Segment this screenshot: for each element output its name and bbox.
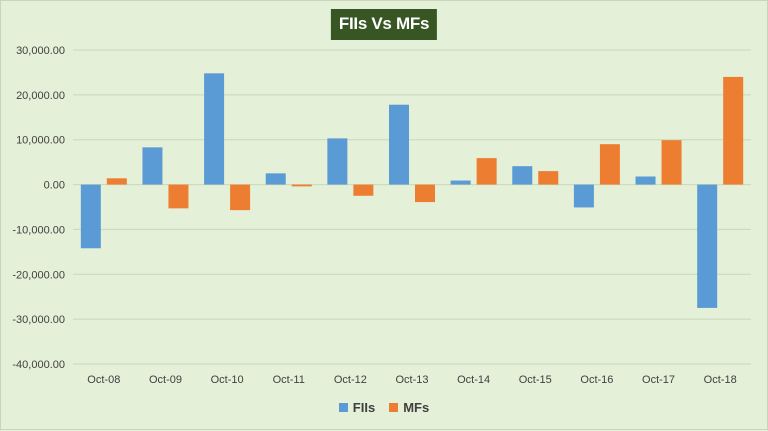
y-tick-label: 0.00: [44, 180, 65, 192]
x-axis-ticks: Oct-08 Oct-09 Oct-10 Oct-11 Oct-12 Oct-13 Oct-…: [87, 374, 736, 386]
x-tick-label: Oct-11: [273, 374, 305, 386]
legend-swatch-mfs: [389, 403, 399, 412]
y-axis-ticks: 30,000.00 20,000.00 10,000.00 0.00 -10,000.0…: [12, 45, 65, 371]
bar-mfs-oct-12: [353, 184, 374, 196]
y-tick-label: -20,000.00: [12, 269, 65, 281]
y-tick-label: 30,000.00: [16, 45, 65, 57]
x-tick-label: Oct-12: [334, 374, 367, 386]
bar-fiis-oct-11: [265, 173, 286, 185]
bar-mfs-oct-15: [538, 171, 559, 185]
bar-mfs-oct-13: [415, 184, 435, 203]
bar-fiis-oct-12: [327, 138, 348, 185]
bar-fiis-oct-16: [573, 184, 594, 208]
x-tick-label: Oct-18: [704, 374, 737, 386]
chart-title: FIIs Vs MFs: [330, 9, 438, 40]
bar-mfs-oct-17: [661, 140, 682, 185]
x-tick-label: Oct-15: [519, 374, 552, 386]
y-tick-label: -30,000.00: [12, 314, 65, 326]
bar-fiis-oct-18: [697, 184, 718, 308]
bar-fiis-oct-10: [204, 73, 225, 185]
bar-mfs-oct-16: [599, 144, 620, 185]
x-tick-label: Oct-10: [211, 374, 244, 386]
y-tick-label: 10,000.00: [16, 135, 65, 147]
bar-fiis-oct-14: [450, 180, 471, 185]
bar-mfs-oct-18: [723, 76, 744, 185]
x-tick-label: Oct-16: [580, 374, 613, 386]
bar-fiis-oct-09: [142, 147, 163, 185]
legend-label-fiis: FIIs: [352, 400, 376, 415]
y-tick-label: 20,000.00: [16, 90, 65, 102]
bars: [80, 73, 744, 308]
legend: FIIs MFs: [1, 400, 767, 415]
bar-fiis-oct-13: [389, 104, 409, 185]
x-tick-label: Oct-14: [457, 374, 490, 386]
bar-mfs-oct-09: [168, 184, 189, 209]
legend-swatch-fiis: [338, 403, 348, 412]
y-tick-label: -10,000.00: [12, 224, 65, 236]
y-tick-label: -40,000.00: [12, 359, 65, 371]
x-tick-label: Oct-08: [87, 374, 120, 386]
bar-mfs-oct-10: [230, 184, 251, 211]
legend-label-mfs: MFs: [403, 400, 430, 415]
bar-fiis-oct-08: [80, 184, 101, 249]
bar-mfs-oct-14: [476, 158, 497, 185]
bar-mfs-oct-08: [106, 178, 127, 185]
legend-item-fiis: FIIs: [338, 400, 376, 415]
bar-fiis-oct-15: [512, 166, 533, 185]
x-tick-label: Oct-13: [395, 374, 428, 386]
legend-item-mfs: MFs: [389, 400, 429, 415]
x-tick-label: Oct-09: [149, 374, 182, 386]
bar-mfs-oct-11: [291, 184, 312, 187]
bar-fiis-oct-17: [635, 176, 656, 185]
x-tick-label: Oct-17: [642, 374, 675, 386]
